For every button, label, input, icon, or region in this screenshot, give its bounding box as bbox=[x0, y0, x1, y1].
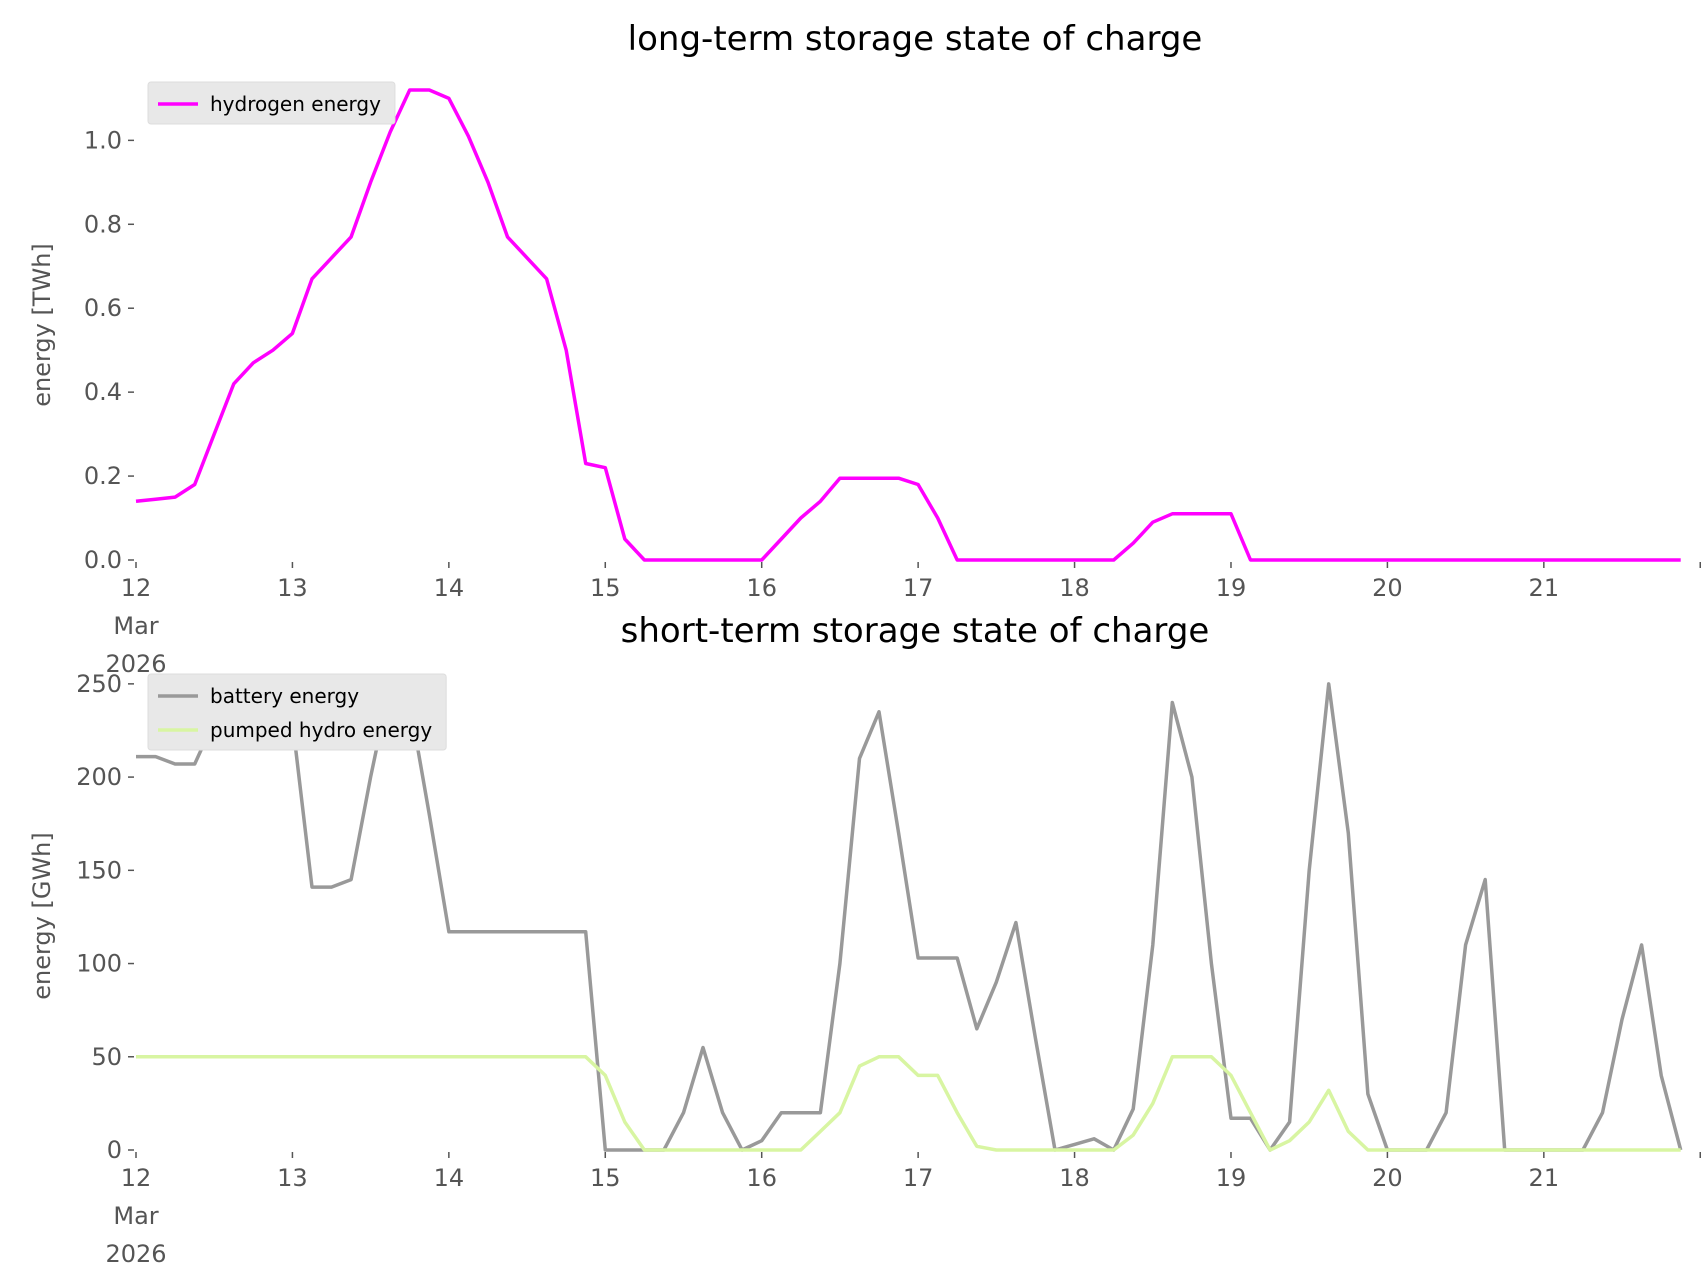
legend-label: hydrogen energy bbox=[210, 92, 381, 116]
x-tick-label: 15 bbox=[590, 574, 621, 602]
y-tick-label: 0.2 bbox=[84, 462, 122, 490]
x-tick-label: 18 bbox=[1059, 1164, 1090, 1192]
x-tick-label: 18 bbox=[1059, 574, 1090, 602]
legend: hydrogen energy bbox=[147, 81, 396, 125]
legend: battery energy pumped hydro energy bbox=[147, 673, 447, 751]
y-tick-label: 0.4 bbox=[84, 378, 122, 406]
y-tick-label: 0 bbox=[107, 1136, 122, 1164]
x-tick-label: 12 Mar 2026 bbox=[105, 1164, 166, 1268]
x-tick-label: 20 bbox=[1372, 1164, 1403, 1192]
data-line bbox=[136, 682, 1683, 1152]
y-axis-label: energy [TWh] bbox=[28, 243, 56, 407]
x-tick-label: 17 bbox=[903, 574, 934, 602]
x-tick-label: 20 bbox=[1372, 574, 1403, 602]
x-tick-label: 21 bbox=[1529, 1164, 1560, 1192]
y-tick-label: 150 bbox=[76, 856, 122, 884]
x-tick-label: 13 bbox=[277, 1164, 308, 1192]
x-tick-label: 15 bbox=[590, 1164, 621, 1192]
x-tick-label: 17 bbox=[903, 1164, 934, 1192]
chart: long-term storage state of charge energy … bbox=[28, 19, 1702, 678]
x-tick-label: 19 bbox=[1216, 1164, 1247, 1192]
x-tick-label: 13 bbox=[277, 574, 308, 602]
y-tick-label: 100 bbox=[76, 950, 122, 978]
x-tick-label: 16 bbox=[746, 1164, 777, 1192]
legend-label: battery energy bbox=[210, 684, 359, 708]
chart-title: short-term storage state of charge bbox=[621, 611, 1210, 651]
data-line bbox=[135, 88, 1681, 562]
x-tick-label: 14 bbox=[434, 1164, 465, 1192]
y-tick-label: 50 bbox=[91, 1043, 122, 1071]
y-tick-label: 0.6 bbox=[84, 294, 122, 322]
chart-title: long-term storage state of charge bbox=[628, 19, 1203, 59]
data-line bbox=[136, 1055, 1681, 1152]
x-tick-label: 21 bbox=[1529, 574, 1560, 602]
legend-box bbox=[147, 81, 396, 125]
x-tick-label: 16 bbox=[746, 574, 777, 602]
y-tick-label: 0.0 bbox=[84, 546, 122, 574]
y-tick-label: 250 bbox=[76, 670, 122, 698]
y-tick-label: 1.0 bbox=[84, 126, 122, 154]
legend-label: pumped hydro energy bbox=[210, 718, 432, 742]
y-axis-label: energy [GWh] bbox=[28, 832, 56, 1000]
y-tick-label: 200 bbox=[76, 763, 122, 791]
y-tick-label: 0.8 bbox=[84, 210, 122, 238]
x-tick-label: 14 bbox=[434, 574, 465, 602]
x-tick-label: 12 Mar 2026 bbox=[105, 574, 166, 678]
chart: short-term storage state of charge energy… bbox=[28, 611, 1702, 1268]
legend-box bbox=[147, 673, 447, 751]
x-tick-label: 19 bbox=[1216, 574, 1247, 602]
